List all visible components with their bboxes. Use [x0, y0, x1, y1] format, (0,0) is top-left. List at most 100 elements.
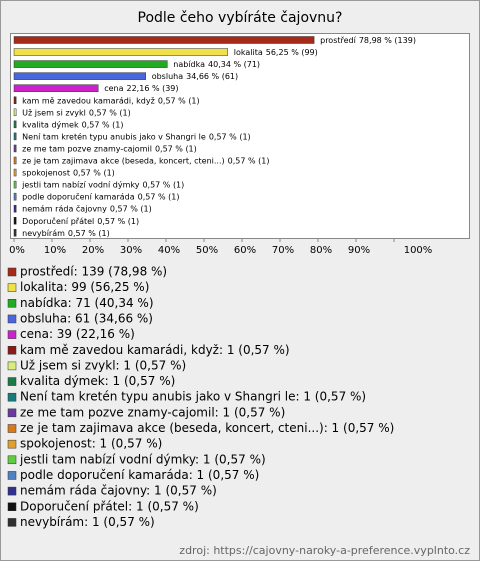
bar-value-label: 0,57 % (1) — [97, 216, 139, 225]
bar-value-label: 0,57 % (1) — [142, 180, 184, 189]
bar — [13, 60, 168, 68]
bar — [13, 48, 228, 56]
bar — [13, 120, 17, 129]
bar-label: Doporučení přátel 0,57 % (1) — [22, 215, 139, 225]
bar-label: ze me tam pozve znamy-cajomil 0,57 % (1) — [22, 144, 197, 153]
legend-label: nevybírám: 1 (0,57 %) — [20, 515, 155, 529]
bar-value-label: 0,57 % (1) — [110, 204, 152, 213]
legend-swatch — [7, 314, 17, 324]
bar-label: Už jsem si zvykl 0,57 % (1) — [22, 108, 131, 117]
bar-value-label: 78,98 % (139) — [359, 36, 416, 45]
bar-label: jestli tam nabízí vodní dýmky 0,57 % (1) — [21, 180, 184, 189]
bar-category: Už jsem si zvykl — [22, 108, 86, 117]
bar-label: spokojenost 0,57 % (1) — [22, 168, 115, 177]
bar — [13, 84, 99, 92]
legend-label: prostředí: 139 (78,98 %) — [20, 265, 167, 279]
bar-value-label: 0,57 % (1) — [228, 156, 270, 165]
legend-swatch — [7, 502, 17, 511]
legend-swatch — [7, 439, 17, 449]
bar-value-label: 0,57 % (1) — [68, 228, 110, 237]
bar-label: ze je tam zajimava akce (beseda, koncert… — [22, 156, 269, 165]
x-tick-label: 10% — [44, 245, 66, 256]
legend-label: Už jsem si zvykl: 1 (0,57 %) — [20, 358, 186, 372]
x-tick-label: 90% — [348, 245, 370, 256]
legend-label: podle doporučení kamaráda: 1 (0,57 %) — [20, 468, 259, 482]
legend-label: kvalita dýmek: 1 (0,57 %) — [20, 374, 175, 388]
bar-category: Doporučení přátel — [22, 215, 94, 225]
bar-label: nabídka 40,34 % (71) — [173, 60, 260, 69]
legend-label: spokojenost: 1 (0,57 %) — [20, 437, 162, 451]
bar-label: obsluha 34,66 % (61) — [152, 72, 238, 81]
bar-category: podle doporučení kamaráda — [22, 191, 135, 201]
x-tick-label: 60% — [234, 245, 256, 256]
legend-label: ze je tam zajimava akce (beseda, koncert… — [20, 421, 394, 435]
bar — [13, 36, 315, 44]
legend-swatch — [7, 330, 17, 339]
bar-value-label: 0,57 % (1) — [82, 120, 124, 129]
bar-category: obsluha — [152, 72, 184, 81]
legend-label: jestli tam nabízí vodní dýmky: 1 (0,57 %… — [19, 452, 266, 466]
bar — [13, 168, 17, 177]
legend-label: nemám ráda čajovny: 1 (0,57 %) — [20, 484, 217, 498]
bar-label: kvalita dýmek 0,57 % (1) — [22, 120, 123, 129]
chart-title: Podle čeho vybíráte čajovnu? — [138, 10, 343, 26]
source: zdroj: https://cajovny-naroky-a-preferen… — [179, 544, 470, 557]
bar-category: cena — [104, 84, 123, 93]
legend-label: kam mě zavedou kamarádi, když: 1 (0,57 %… — [20, 343, 290, 357]
legend-swatch — [7, 392, 17, 402]
x-tick-label: 0% — [9, 245, 25, 256]
x-tick-label: 70% — [272, 245, 294, 256]
bar-category: kvalita dýmek — [22, 120, 79, 129]
legend-swatch — [7, 267, 17, 277]
bar-category: lokalita — [234, 48, 263, 57]
bar-label: lokalita 56,25 % (99) — [234, 48, 318, 57]
bar-value-label: 0,57 % (1) — [158, 96, 200, 105]
x-tick-label: 80% — [310, 245, 332, 256]
legend-label: nabídka: 71 (40,34 %) — [20, 296, 154, 310]
bar — [13, 96, 17, 104]
bar — [13, 108, 17, 117]
bar-category: ze me tam pozve znamy-cajomil — [22, 144, 152, 153]
bar-category: prostředí — [320, 36, 357, 45]
bar-value-label: 22,16 % (39) — [127, 84, 179, 93]
legend-label: lokalita: 99 (56,25 %) — [20, 280, 149, 294]
bar-label: podle doporučení kamaráda 0,57 % (1) — [22, 191, 179, 201]
bar-category: jestli tam nabízí vodní dýmky — [21, 180, 140, 189]
x-tick-label: 30% — [120, 245, 142, 256]
bar-category: ze je tam zajimava akce (beseda, koncert… — [22, 156, 224, 165]
legend-label: ze me tam pozve znamy-cajomil: 1 (0,57 %… — [20, 405, 285, 419]
legend-swatch — [7, 377, 17, 386]
bar-value-label: 0,57 % (1) — [209, 132, 251, 141]
legend-label: cena: 39 (22,16 %) — [20, 327, 135, 341]
bar-label: nemám ráda čajovny 0,57 % (1) — [22, 203, 152, 213]
bar — [13, 132, 17, 141]
bar-category: nevybírám — [22, 228, 65, 237]
bar-category: kam mě zavedou kamarádi, když — [22, 96, 155, 105]
bar-category: spokojenost — [22, 168, 70, 177]
bar — [13, 217, 17, 225]
bar — [13, 72, 146, 80]
legend-label: Není tam kretén typu anubis jako v Shang… — [20, 390, 366, 404]
bar-value-label: 56,25 % (99) — [266, 48, 318, 57]
bar-value-label: 0,57 % (1) — [138, 192, 180, 201]
bar — [13, 156, 17, 165]
legend-swatch — [7, 408, 17, 418]
bar — [13, 192, 17, 201]
bar-value-label: 0,57 % (1) — [89, 108, 131, 117]
legend-swatch — [7, 455, 17, 465]
legend-swatch — [7, 299, 17, 308]
legend-swatch — [7, 361, 17, 371]
bar-label: kam mě zavedou kamarádi, když 0,57 % (1) — [22, 96, 200, 105]
legend-swatch — [7, 471, 17, 480]
legend-label: Doporučení přátel: 1 (0,57 %) — [20, 499, 199, 513]
bar-label: prostředí 78,98 % (139) — [320, 36, 416, 45]
legend-label: obsluha: 61 (34,66 %) — [20, 311, 153, 325]
bar-label: nevybírám 0,57 % (1) — [22, 228, 110, 237]
bar-value-label: 40,34 % (71) — [208, 60, 260, 69]
x-tick-label: 100% — [404, 245, 433, 256]
bar — [13, 204, 17, 213]
legend-swatch — [7, 486, 17, 496]
legend-swatch — [7, 346, 17, 355]
x-tick-label: 40% — [158, 245, 180, 256]
legend-swatch — [7, 283, 17, 292]
